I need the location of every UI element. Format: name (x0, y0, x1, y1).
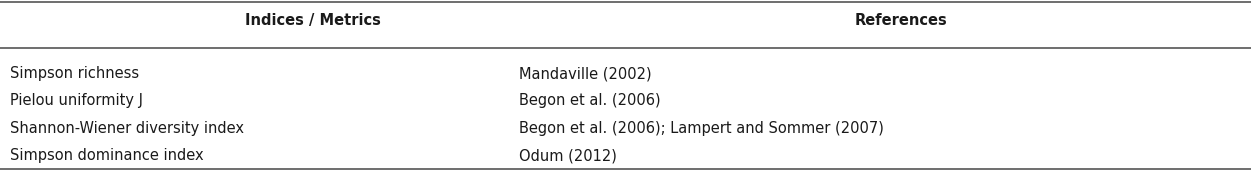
Text: Simpson richness: Simpson richness (10, 66, 139, 81)
Text: Indices / Metrics: Indices / Metrics (245, 13, 380, 28)
Text: References: References (854, 13, 947, 28)
Text: Simpson dominance index: Simpson dominance index (10, 148, 204, 163)
Text: Odum (2012): Odum (2012) (519, 148, 617, 163)
Text: Begon et al. (2006): Begon et al. (2006) (519, 93, 661, 108)
Text: Mandaville (2002): Mandaville (2002) (519, 66, 652, 81)
Text: Begon et al. (2006); Lampert and Sommer (2007): Begon et al. (2006); Lampert and Sommer … (519, 121, 884, 136)
Text: Shannon-Wiener diversity index: Shannon-Wiener diversity index (10, 121, 244, 136)
Text: Pielou uniformity J: Pielou uniformity J (10, 93, 143, 108)
